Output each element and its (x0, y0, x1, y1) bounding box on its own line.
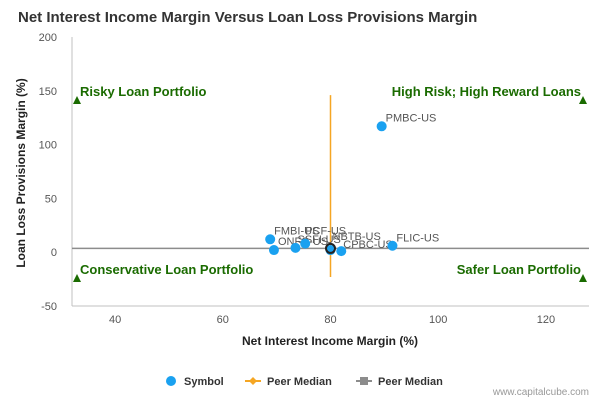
x-tick-label: 80 (324, 314, 336, 326)
y-tick-labels: -50 0 50 100 150 200 (39, 32, 57, 313)
x-tick-label: 40 (109, 314, 121, 326)
quadrant-label: Risky Loan Portfolio (80, 84, 206, 99)
data-point[interactable] (376, 121, 387, 132)
data-point-label: NBTB-US (333, 231, 381, 243)
legend-peer-median-x-label: Peer Median (267, 376, 332, 388)
data-point[interactable] (387, 240, 398, 251)
quadrant-marker (579, 274, 587, 282)
y-tick-label: 0 (51, 247, 57, 259)
data-point-label: FLIC-US (396, 233, 439, 245)
x-axis-title: Net Interest Income Margin (%) (242, 334, 418, 348)
quadrant-label: High Risk; High Reward Loans (392, 84, 581, 99)
credit-text: www.capitalcube.com (492, 387, 589, 398)
data-point[interactable] (268, 245, 279, 256)
legend-symbol-marker (166, 376, 176, 386)
data-point-label: CPBC-US (343, 239, 393, 251)
legend-symbol-label: Symbol (184, 376, 224, 388)
legend-item-peer-median-x[interactable]: Peer Median (245, 376, 332, 388)
legend-item-symbol[interactable]: Symbol (166, 376, 224, 388)
data-point[interactable] (300, 238, 311, 249)
y-tick-label: 200 (39, 32, 57, 44)
y-tick-label: 50 (45, 193, 57, 205)
y-tick-label: -50 (41, 301, 57, 313)
x-tick-labels: 40 60 80 100 120 (109, 314, 555, 326)
legend[interactable]: Symbol Peer Median Peer Median (166, 376, 443, 388)
data-point[interactable] (336, 246, 347, 257)
chart-title: Net Interest Income Margin Versus Loan L… (18, 9, 477, 26)
quadrant-marker (579, 96, 587, 104)
data-point[interactable] (265, 234, 276, 245)
x-tick-label: 100 (429, 314, 447, 326)
y-axis-title: Loan Loss Provisions Margin (%) (14, 78, 28, 267)
legend-peer-median-y-label: Peer Median (378, 376, 443, 388)
quadrant-label: Conservative Loan Portfolio (80, 262, 253, 277)
legend-item-peer-median-y[interactable]: Peer Median (356, 376, 443, 388)
legend-peer-median-x-marker (249, 377, 257, 385)
quadrant-marker (73, 96, 81, 104)
quadrant-label: Safer Loan Portfolio (457, 262, 581, 277)
data-point-label: PMBC-US (386, 112, 437, 124)
y-tick-label: 100 (39, 140, 57, 152)
quadrant-marker (73, 274, 81, 282)
data-points: PMBC-USFMBI-USONFC-USSSFI-USPCF-USNBTB-U… (265, 112, 439, 257)
y-tick-label: 150 (39, 86, 57, 98)
data-point-label: FMBI-US (274, 225, 319, 237)
data-point-label: PCF-US (305, 226, 346, 238)
peer-median-intersection-marker (325, 242, 336, 254)
x-tick-label: 120 (537, 314, 555, 326)
data-point[interactable] (290, 242, 301, 253)
plot-area (71, 37, 589, 307)
x-tick-label: 60 (217, 314, 229, 326)
quadrant-annotations: Risky Loan Portfolio High Risk; High Rewa… (73, 84, 587, 282)
legend-peer-median-y-marker (360, 377, 368, 385)
